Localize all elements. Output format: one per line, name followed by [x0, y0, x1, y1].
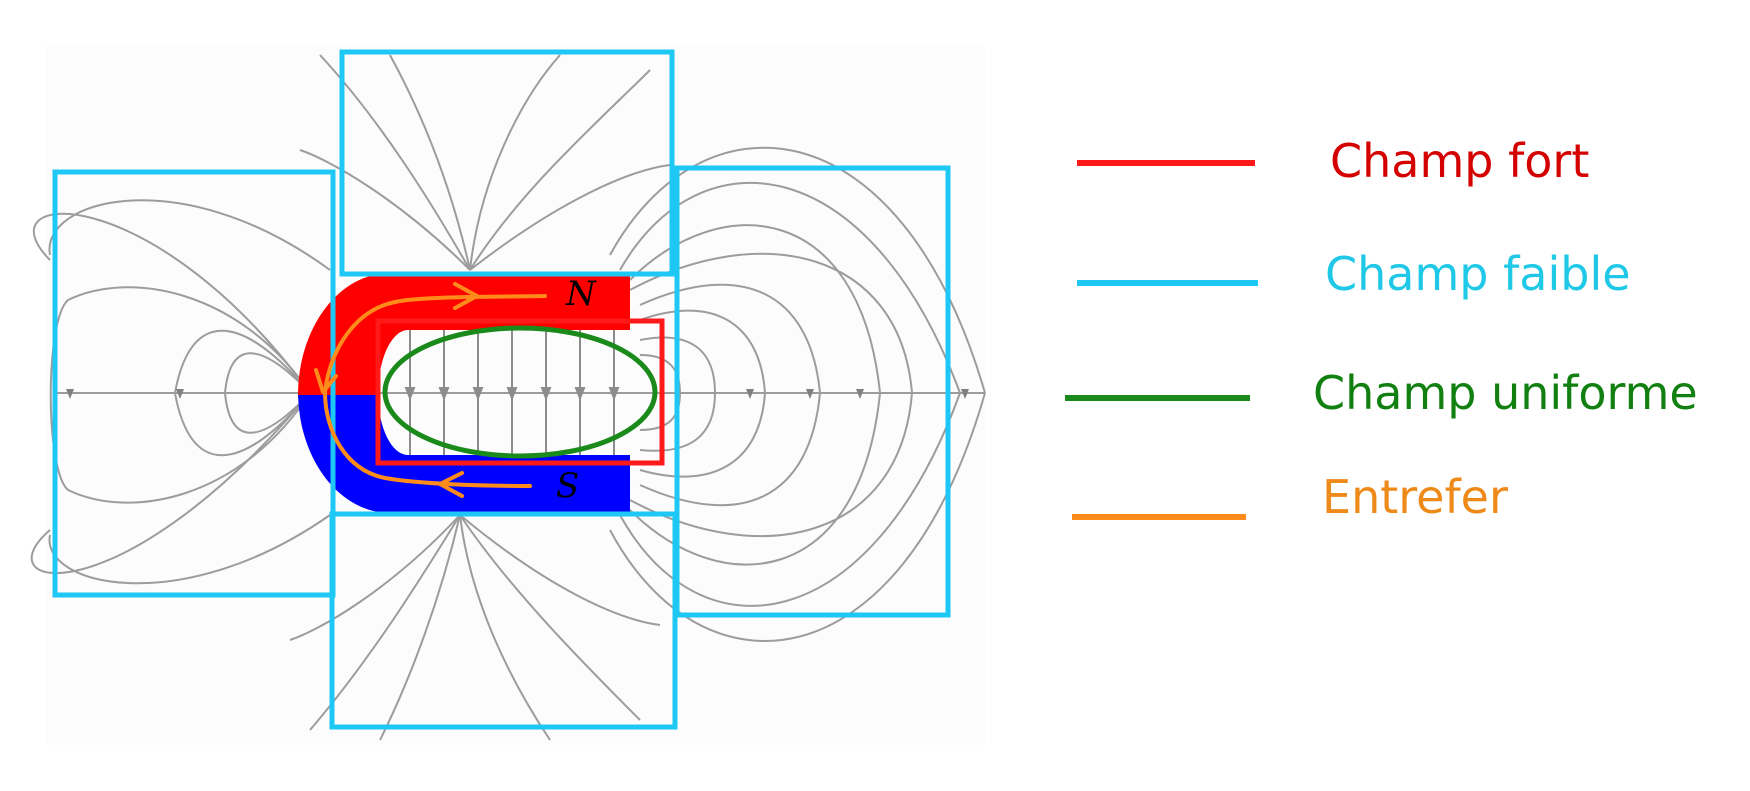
weak-field-box-right: [674, 165, 951, 618]
south-pole-label: S: [556, 466, 579, 506]
weak-field-box-top: [339, 49, 675, 277]
legend: Champ fort Champ faible Champ uniforme E…: [1065, 134, 1698, 524]
air-gap-arrow-left: [314, 368, 338, 394]
field-line-bottom-6: [459, 514, 661, 626]
legend-label-weak: Champ faible: [1325, 247, 1631, 301]
uniform-field-arrow: [438, 387, 450, 401]
field-line-bottom-3: [459, 514, 551, 741]
field-photo-background: [45, 45, 985, 745]
legend-label-strong: Champ fort: [1330, 134, 1589, 188]
field-line-left-2: [32, 212, 311, 394]
air-gap-path: [314, 282, 547, 498]
field-line-bottom-5: [289, 514, 461, 641]
uniform-field-arrow: [540, 387, 552, 401]
legend-label-air-gap: Entrefer: [1322, 470, 1508, 524]
field-line-left-1: [49, 286, 311, 504]
weak-field-box-bottom: [329, 511, 678, 730]
strong-field-box: [375, 318, 665, 466]
uniform-field-arrow: [506, 387, 518, 401]
field-line-bottom-2: [379, 514, 461, 741]
axis-arrow: [66, 389, 74, 399]
field-line-top-6: [469, 164, 671, 271]
uniform-field-lines: [404, 330, 620, 455]
north-pole-label: N: [565, 274, 597, 314]
field-line-top-4: [469, 69, 651, 271]
magnet-south-half: [298, 395, 630, 513]
field-line-left-5: [30, 392, 311, 574]
field-line-right-9: [609, 392, 986, 642]
axis-arrow: [746, 389, 754, 399]
axis-arrow: [961, 389, 969, 399]
field-line-top-3: [469, 54, 561, 271]
field-line-bottom-4: [459, 514, 641, 721]
uniform-field-arrow: [574, 387, 586, 401]
uniform-field-ellipse: [382, 325, 658, 459]
weak-field-boxes: [52, 49, 951, 730]
horseshoe-magnet: [298, 273, 630, 513]
air-gap-arrow-top: [453, 282, 479, 310]
field-line-top-2: [389, 54, 471, 271]
axis-arrow: [856, 389, 864, 399]
uniform-field-arrow: [608, 387, 620, 401]
legend-label-uniform: Champ uniforme: [1313, 366, 1698, 420]
magnet-north-half: [298, 273, 630, 395]
field-line-right-8: [609, 146, 986, 394]
axis-arrow: [806, 389, 814, 399]
axis-arrows: [66, 389, 969, 399]
axis-arrow: [176, 389, 184, 399]
air-gap-arrow-bottom: [438, 471, 464, 498]
field-line-top-5: [299, 149, 471, 271]
weak-field-box-left: [52, 169, 336, 598]
uniform-field-arrow: [472, 387, 484, 401]
uniform-field-arrow: [404, 387, 416, 401]
